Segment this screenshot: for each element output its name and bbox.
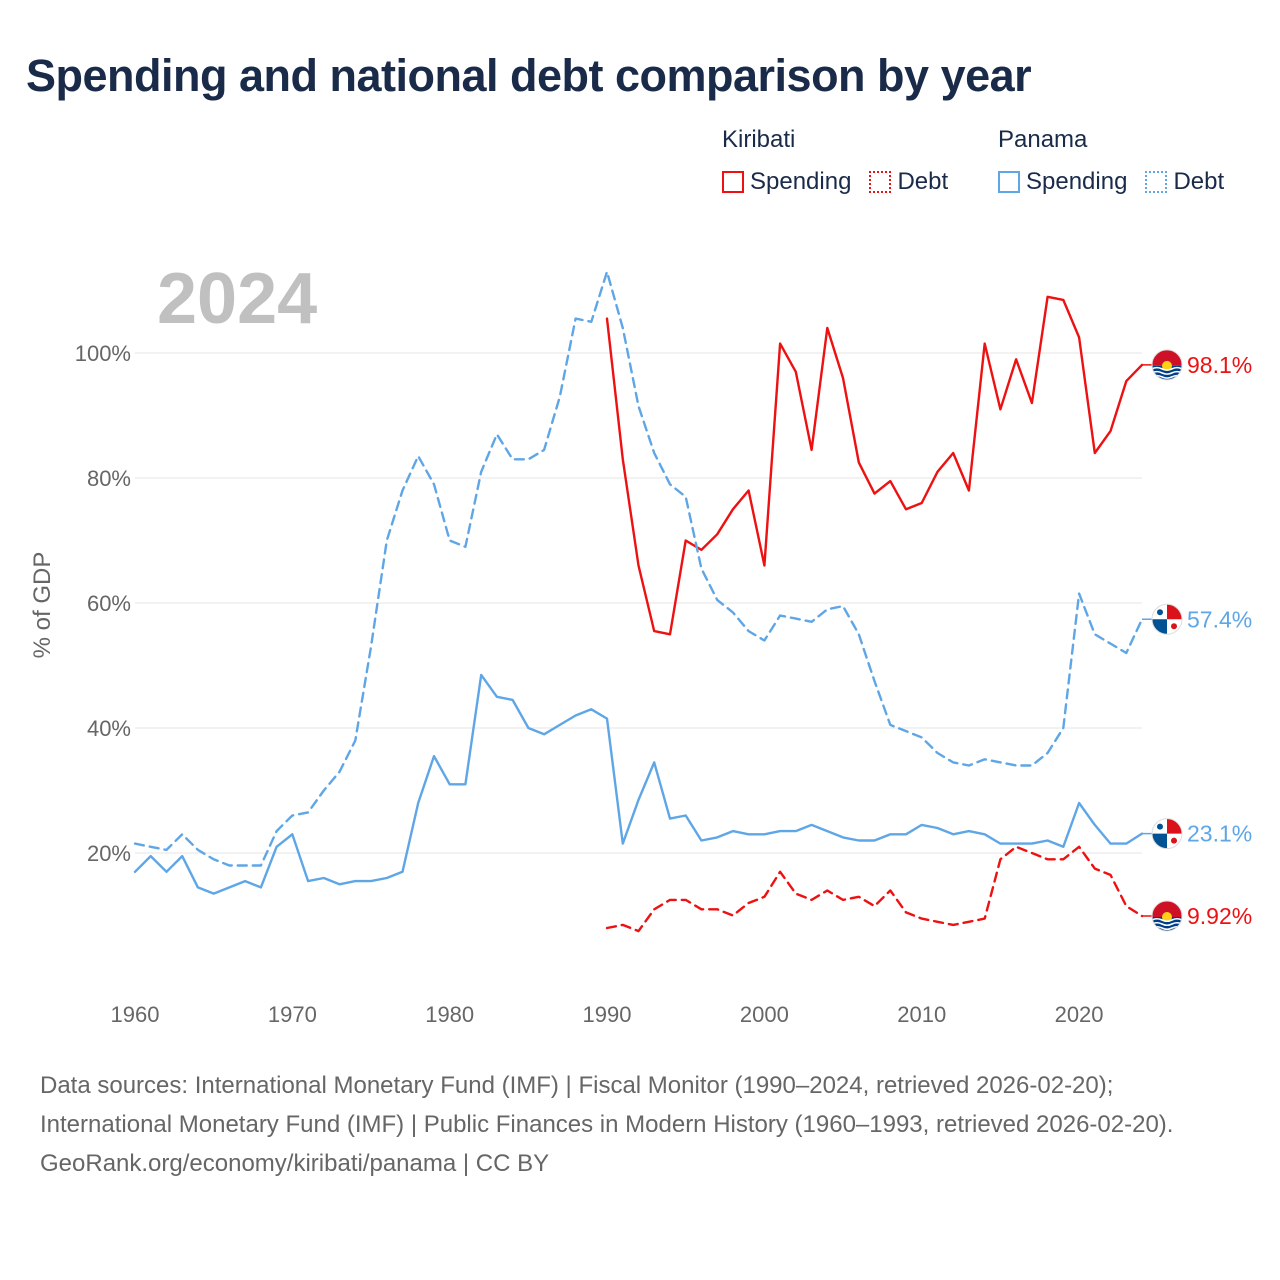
data-sources: Data sources: International Monetary Fun… [40,1072,1174,1138]
legend-label: Spending [1026,168,1128,195]
legend-group-kiribati: Kiribati Spending Debt [722,124,966,196]
x-tick-label: 2000 [740,1002,789,1027]
legend-country-kiribati: Kiribati [722,126,796,153]
x-tick-label: 1990 [583,1002,632,1027]
end-value-label: 23.1% [1187,821,1252,847]
series-line-kiribati-spending[interactable] [605,295,1144,636]
legend-kiribati-debt[interactable]: Debt [869,168,948,196]
legend-swatch-dotted [1145,171,1168,193]
y-tick-label: 100% [75,341,131,366]
legend-kiribati-spending[interactable]: Spending [722,168,851,196]
attribution-link[interactable]: GeoRank.org/economy/kiribati/panama | CC… [40,1150,550,1177]
legend-label: Debt [1173,168,1225,195]
panama-flag-icon [1151,818,1183,850]
y-tick-label: 40% [87,716,131,741]
x-tick-label: 1960 [111,1002,160,1027]
end-value-label: 57.4% [1187,606,1252,632]
end-value-label: 98.1% [1187,352,1252,378]
current-year-watermark: 2024 [157,259,317,339]
legend-country-panama: Panama [998,126,1088,153]
legend-swatch-dotted [869,171,892,193]
y-tick-label: 60% [87,591,131,616]
end-value-label: 9.92% [1187,903,1252,929]
legend-panama-debt[interactable]: Debt [1145,168,1224,196]
legend-panama-spending[interactable]: Spending [998,168,1127,196]
x-tick-label: 2020 [1055,1002,1104,1027]
series-line-kiribati-debt[interactable] [605,845,1144,933]
legend-swatch-solid [722,171,744,193]
kiribati-flag-icon [1151,349,1183,381]
kiribati-flag-icon [1151,900,1183,932]
panama-flag-icon [1151,603,1183,635]
x-tick-label: 2010 [897,1002,946,1027]
y-tick-label: 80% [87,466,131,491]
chart-title: Spending and national debt comparison by… [26,50,1032,101]
x-tick-label: 1980 [425,1002,474,1027]
y-tick-label: 20% [87,841,131,866]
legend-swatch-solid [998,171,1020,193]
footer: Data sources: International Monetary Fun… [40,1066,1240,1183]
x-tick-label: 1970 [268,1002,317,1027]
legend-group-panama: Panama Spending Debt [998,124,1224,196]
series-line-panama-spending[interactable] [133,673,1144,895]
line-chart: 2024 % of GDP 20% 40% 60% 80% 100% 1960 1970 1… [29,259,1252,1027]
legend-label: Debt [897,168,949,195]
y-axis-title: % of GDP [29,552,56,659]
series-line-panama-debt[interactable] [133,270,1144,867]
legend-label: Spending [750,168,852,195]
